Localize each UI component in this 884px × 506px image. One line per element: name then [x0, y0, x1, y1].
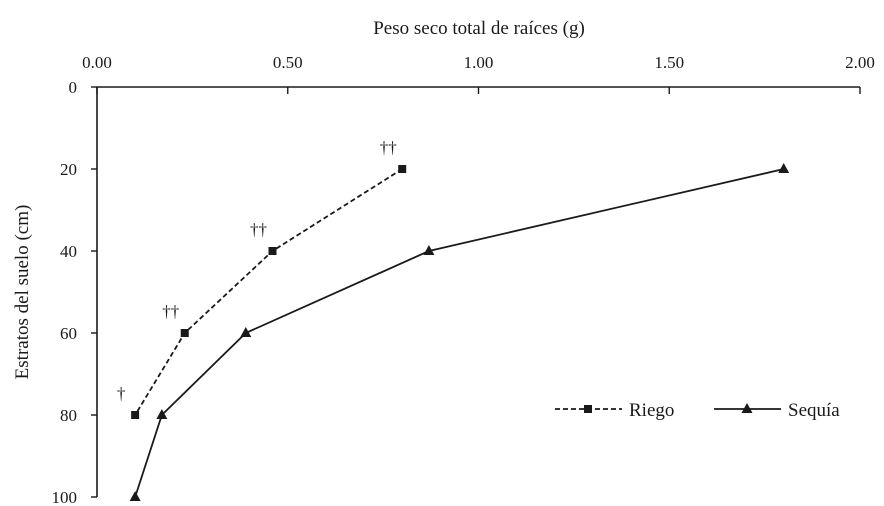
data-point [156, 409, 168, 419]
legend-marker [741, 403, 753, 413]
x-tick-label: 2.00 [845, 53, 875, 72]
series-layer: ††††††† [117, 138, 790, 501]
significance-annotation: †† [162, 302, 179, 321]
legend: Riego Sequía [555, 400, 840, 421]
data-point [180, 329, 189, 337]
x-tick-label: 1.50 [654, 53, 684, 72]
legend-marker [584, 405, 592, 413]
data-point [398, 165, 407, 173]
significance-annotation: †† [380, 138, 397, 157]
series-line [134, 168, 784, 498]
series-riego: ††††††† [117, 138, 407, 419]
series-line [134, 168, 403, 416]
legend-label: Sequía [788, 400, 840, 421]
legend-label: Riego [629, 400, 674, 421]
data-point [240, 327, 252, 337]
y-tick-label: 80 [60, 406, 77, 425]
x-tick-label: 0.50 [273, 53, 303, 72]
significance-annotation: † [117, 384, 126, 403]
x-tick-label: 1.00 [464, 53, 494, 72]
legend-item-sequía: Sequía [714, 400, 840, 421]
data-point [129, 491, 141, 501]
axes: 0.00 0.50 1.00 1.50 2.00 0 20 40 60 80 100 [52, 53, 875, 506]
y-axis-title: Estratos del suelo (cm) [12, 205, 33, 380]
legend-item-riego: Riego [555, 400, 674, 421]
x-tick-label: 0.00 [82, 53, 112, 72]
data-point [778, 163, 790, 173]
y-tick-label: 20 [60, 160, 77, 179]
x-axis-title: Peso seco total de raíces (g) [373, 18, 585, 39]
data-point [268, 247, 277, 255]
y-tick-label: 0 [69, 78, 78, 97]
y-tick-label: 40 [60, 242, 77, 261]
y-tick-label: 60 [60, 324, 77, 343]
data-point [423, 245, 435, 255]
series-sequía [129, 163, 790, 501]
y-tick-label: 100 [52, 488, 78, 506]
significance-annotation: †† [250, 220, 267, 239]
data-point [131, 411, 140, 419]
